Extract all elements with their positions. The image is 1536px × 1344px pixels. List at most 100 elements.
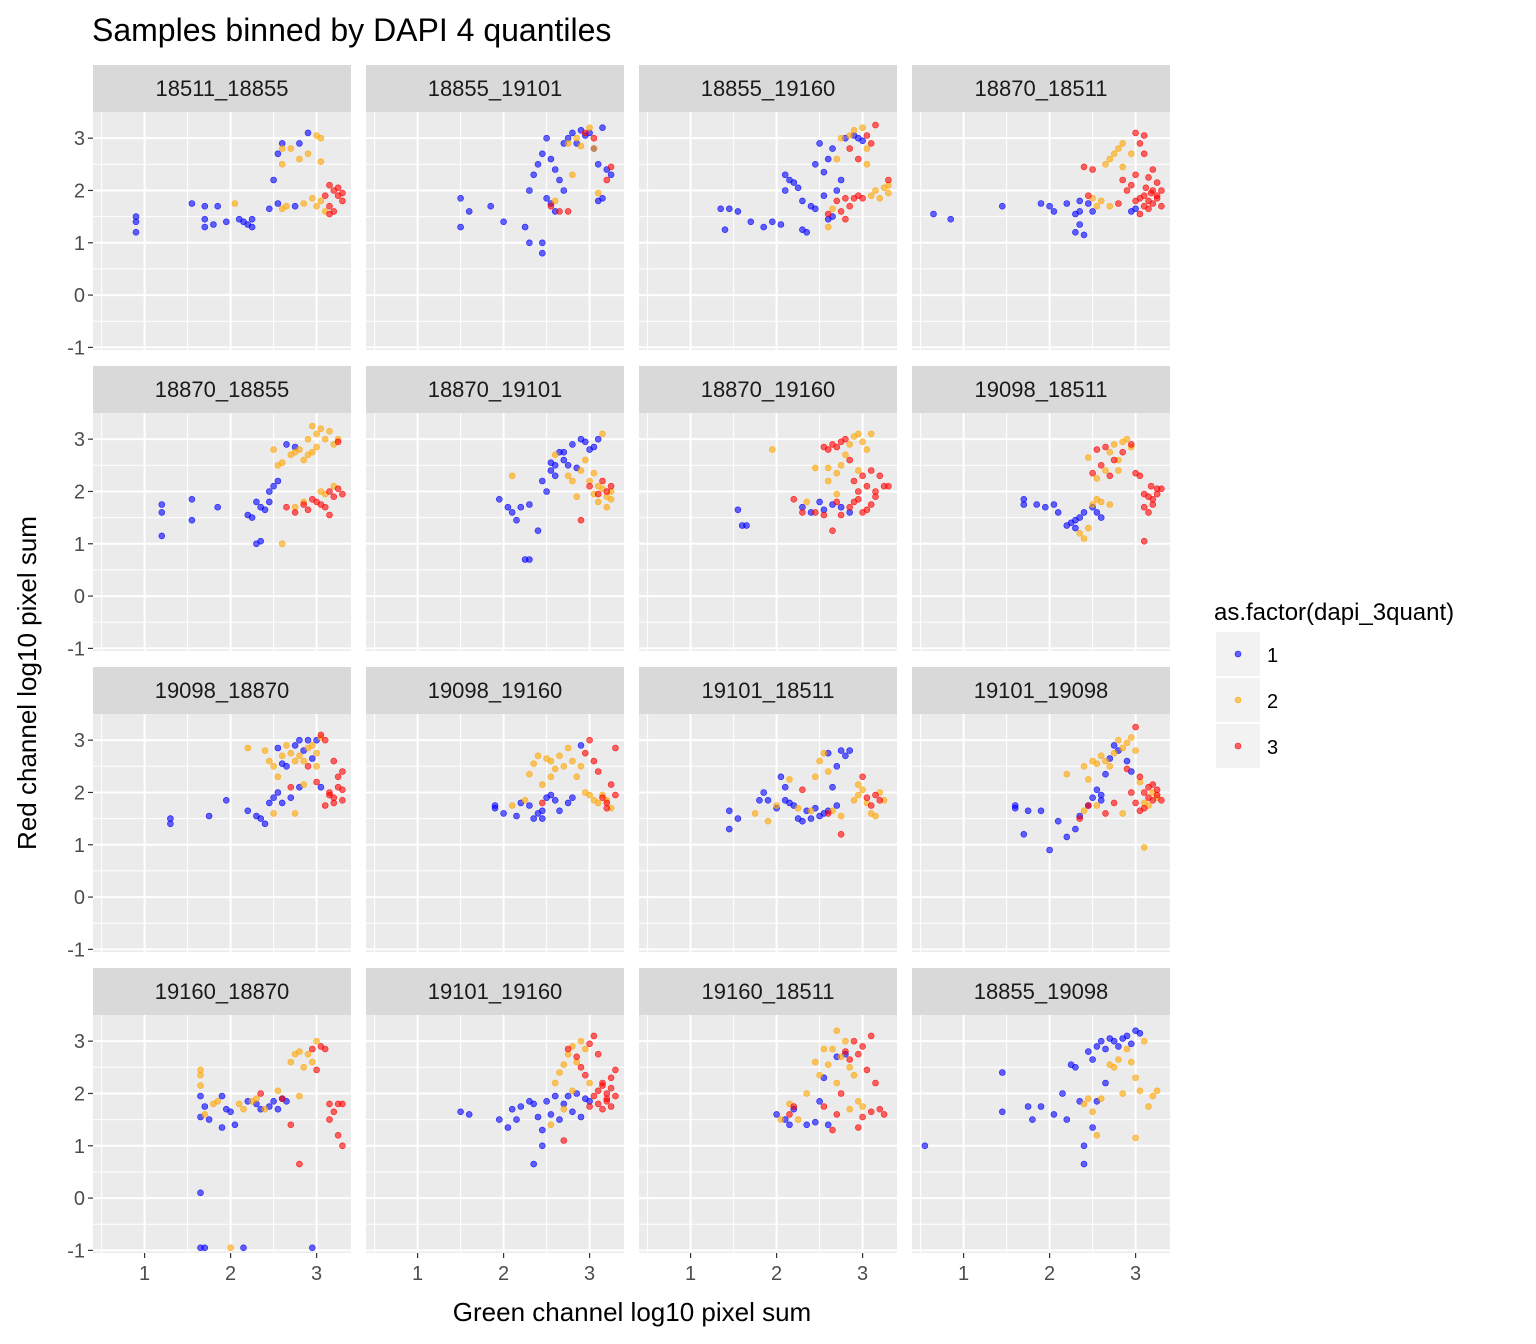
data-point (1153, 490, 1161, 498)
data-point (1093, 202, 1101, 210)
data-point (1145, 174, 1152, 181)
data-point (1085, 802, 1092, 809)
data-point (330, 1108, 338, 1116)
data-point (326, 427, 333, 435)
data-point (304, 435, 312, 443)
data-point (854, 791, 862, 799)
data-point (1097, 1095, 1105, 1102)
panel-background (366, 714, 624, 952)
data-point (214, 1098, 221, 1105)
data-point (863, 1066, 871, 1074)
data-point (317, 731, 325, 739)
data-point (326, 181, 333, 189)
data-point (833, 1027, 841, 1034)
data-point (581, 749, 589, 757)
data-point (586, 791, 593, 799)
facet-strip (912, 968, 1170, 1015)
data-point (1128, 789, 1135, 796)
data-point (811, 509, 819, 516)
data-point (564, 461, 572, 469)
data-point (304, 762, 312, 770)
data-point (1110, 456, 1118, 464)
data-point (253, 1095, 260, 1102)
data-point (547, 757, 555, 765)
data-point (1136, 807, 1144, 815)
data-point (339, 786, 346, 794)
data-point (1142, 184, 1150, 192)
facet-panel: 19101_19160 1 2 3 (366, 968, 624, 1285)
data-point (794, 184, 802, 192)
data-point (751, 810, 759, 817)
data-point (569, 1087, 576, 1095)
data-point (820, 749, 828, 757)
data-point (1042, 503, 1049, 511)
data-point (594, 189, 602, 197)
data-point (321, 802, 329, 809)
data-point (265, 488, 273, 495)
data-point (1132, 129, 1139, 137)
data-point (274, 773, 282, 781)
data-point (291, 202, 299, 210)
data-point (1128, 1058, 1135, 1066)
data-point (530, 1160, 538, 1168)
data-point (317, 158, 325, 165)
facet-panel: 19098_18511 (912, 366, 1170, 651)
data-point (1102, 467, 1109, 474)
data-point (872, 121, 879, 129)
data-point (607, 1103, 615, 1110)
data-point (158, 509, 166, 516)
data-point (1063, 200, 1071, 207)
data-point (504, 1124, 512, 1131)
data-point (577, 762, 585, 770)
data-point (846, 456, 854, 464)
facet-strip (93, 968, 351, 1015)
data-point (1063, 1116, 1071, 1123)
data-point (1158, 796, 1165, 804)
data-point (1123, 1032, 1131, 1040)
x-tick-label: 2 (1044, 1263, 1055, 1285)
data-point (1076, 197, 1083, 205)
data-point (1119, 810, 1126, 817)
facet-label: 18870_18855 (155, 377, 290, 402)
data-point (725, 205, 733, 213)
data-point (577, 1037, 585, 1045)
data-point (334, 1132, 342, 1139)
facet-strip (639, 366, 897, 413)
facet-strip (912, 65, 1170, 112)
data-point (833, 469, 841, 477)
data-point (253, 498, 260, 506)
data-point (867, 1108, 875, 1116)
data-point (867, 192, 875, 199)
data-point (846, 503, 854, 511)
data-point (947, 215, 955, 223)
data-point (547, 1111, 555, 1118)
data-point (867, 467, 875, 474)
data-point (313, 749, 320, 757)
data-point (1140, 503, 1148, 511)
data-point (265, 757, 273, 765)
data-point (837, 1090, 845, 1097)
data-point (1089, 208, 1096, 215)
data-point (1132, 205, 1139, 213)
y-tick-label: 1 (74, 233, 85, 255)
data-point (257, 815, 265, 822)
data-point (1149, 796, 1157, 804)
data-point (487, 202, 495, 210)
facet-strip (366, 667, 624, 714)
data-point (547, 773, 555, 781)
data-point (1123, 187, 1131, 194)
facet-label: 18870_19101 (428, 377, 563, 402)
data-point (197, 1071, 204, 1079)
data-point (547, 791, 555, 799)
data-point (586, 1103, 593, 1110)
data-point (313, 762, 320, 770)
data-point (824, 810, 832, 817)
data-point (1153, 179, 1161, 186)
data-point (1128, 1040, 1135, 1048)
data-point (1115, 1056, 1122, 1063)
data-point (1089, 1056, 1096, 1063)
data-point (1158, 485, 1165, 493)
data-point (811, 773, 819, 781)
data-point (339, 768, 346, 775)
